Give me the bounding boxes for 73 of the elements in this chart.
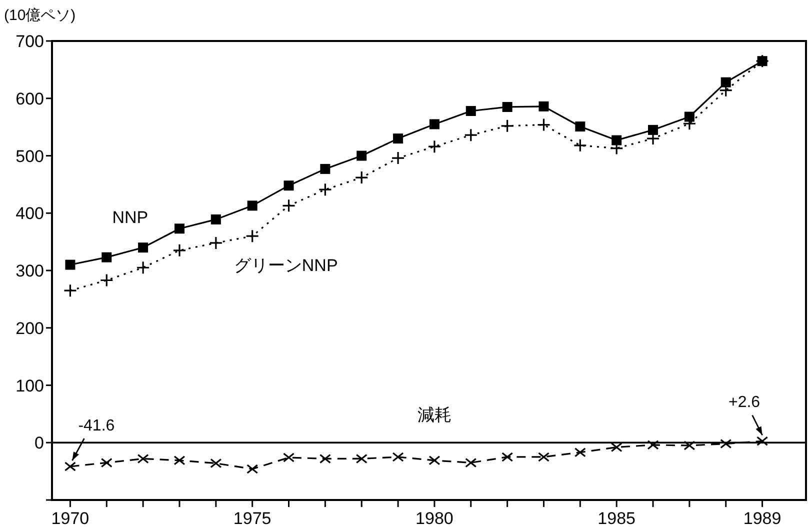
y-tick-label: 100 [16,376,44,396]
point [573,138,587,152]
y-axis-title: (10億ペソ) [4,7,76,24]
series-label: NNP [112,208,148,227]
x-tick-label: 1985 [598,509,636,527]
point [63,284,78,298]
point [393,134,404,144]
point [65,260,76,270]
point [172,244,186,258]
annotation: +2.6 [728,394,760,412]
point [100,273,114,288]
point [574,448,586,458]
point [137,454,149,464]
point [465,458,477,468]
series-label: 減耗 [417,405,452,424]
point [428,140,442,154]
point [612,135,622,146]
point [354,170,368,184]
y-tick-label: 500 [16,146,44,166]
point [320,164,330,174]
point [210,214,221,224]
point [647,440,659,450]
point [174,224,184,234]
point [64,462,76,472]
series-label: グリーンNNP [234,256,338,275]
point [720,438,732,449]
point [319,454,331,464]
point [136,260,150,274]
point [684,440,696,450]
point [720,77,731,88]
x-tick-label: 1989 [743,509,782,527]
point [102,252,112,262]
point [648,124,658,135]
point [464,128,478,142]
x-tick-label: 1980 [416,509,454,527]
point [429,119,440,130]
annotation: -41.6 [78,417,115,434]
x-tick-label: 1975 [233,509,272,527]
point [356,150,367,161]
point [174,456,186,466]
y-tick-label: 400 [16,204,44,224]
point [247,200,258,211]
point [575,121,586,132]
y-tick-label: 0 [34,434,44,453]
point [318,182,332,196]
point [138,242,148,253]
y-tick-label: 600 [16,89,44,108]
point [282,198,296,212]
point [502,452,514,462]
point [538,101,549,112]
point [536,118,551,132]
point [500,119,514,133]
y-tick-label: 300 [16,262,44,280]
x-tick-label: 1970 [51,509,90,527]
point [538,452,550,462]
point [284,180,294,191]
point [391,151,405,165]
point [466,106,476,116]
point [209,236,223,250]
point [356,454,368,464]
y-tick-label: 700 [16,32,44,51]
point [756,436,768,446]
point [246,229,260,243]
point [100,458,112,468]
point [684,112,694,122]
point [282,452,295,462]
point [392,452,404,462]
point [502,102,512,112]
y-tick-label: 200 [16,318,44,338]
point [246,464,258,474]
point [610,442,622,452]
point [428,456,440,466]
point [210,458,222,468]
